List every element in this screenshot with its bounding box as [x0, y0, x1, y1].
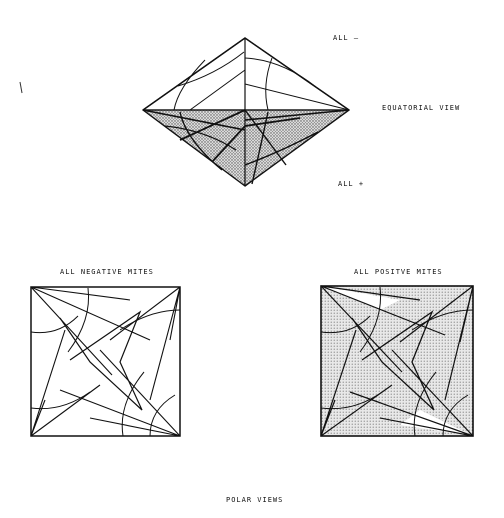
- polar-positive-square: [320, 285, 474, 437]
- pos-fan-tl: [320, 285, 446, 373]
- neg-fan-tl: [30, 286, 151, 376]
- negative-square-outline: [30, 286, 181, 437]
- pos-star: [351, 310, 435, 411]
- upper-line-2: [244, 83, 350, 111]
- lower-curve-3: [244, 131, 319, 166]
- pos-curve-6: [442, 394, 469, 437]
- neg-fan-br: [59, 349, 181, 437]
- upper-curve-3: [244, 57, 317, 88]
- lower-curve-1: [179, 111, 223, 171]
- neg-curve-2: [119, 309, 181, 331]
- pos-curve-2: [411, 309, 474, 331]
- neg-curve-4: [30, 391, 91, 410]
- polar-negative-square: [30, 286, 181, 437]
- label-polar-views: POLAR VIEWS: [226, 496, 284, 504]
- equatorial-diamond: [142, 37, 350, 187]
- upper-line-1: [189, 69, 246, 111]
- lower-line-1: [142, 109, 246, 131]
- label-equatorial-view: EQUATORIAL VIEW: [382, 104, 461, 112]
- neg-curve-5: [30, 315, 79, 334]
- lower-line-5: [211, 117, 301, 163]
- pos-curve-5: [320, 315, 371, 334]
- equatorial-upper-half: [142, 37, 350, 111]
- lower-line-4: [244, 109, 287, 166]
- neg-curve-1: [67, 287, 90, 353]
- lower-line-2: [244, 109, 350, 121]
- positive-square-outline: [320, 285, 474, 437]
- upper-curve-2: [173, 59, 206, 111]
- pos-curve-3: [413, 371, 437, 437]
- upper-curve-1: [177, 51, 245, 87]
- pos-curve-4: [320, 391, 383, 410]
- pos-curve-1: [359, 286, 382, 353]
- label-all-negative-mites: ALL NEGATIVE MITES: [60, 268, 154, 276]
- equatorial-lower-half: [143, 110, 349, 186]
- lower-curve-2: [251, 111, 269, 185]
- label-all-plus: ALL +: [338, 180, 365, 188]
- lower-curve-4: [164, 125, 237, 151]
- neg-curve-3: [121, 371, 145, 437]
- stray-mark: [19, 81, 23, 94]
- neg-curve-6: [149, 394, 176, 437]
- label-all-positive-mites: ALL POSITVE MITES: [354, 268, 443, 276]
- lower-line-3: [179, 109, 246, 141]
- neg-fan-tr: [109, 286, 181, 401]
- upper-curve-4: [265, 57, 273, 111]
- label-all-minus: ALL –: [333, 34, 360, 42]
- neg-star: [59, 310, 143, 411]
- pos-fan-tr: [399, 285, 474, 401]
